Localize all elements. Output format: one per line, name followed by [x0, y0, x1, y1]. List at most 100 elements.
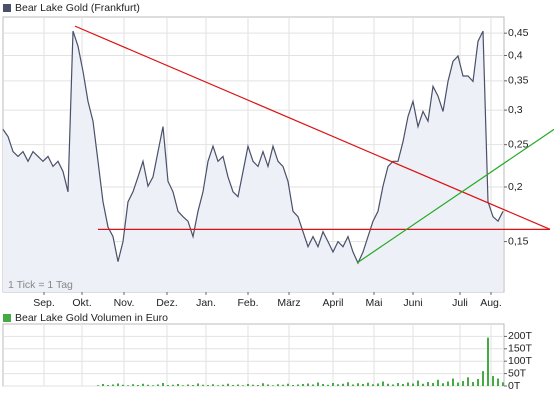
- volume-bar: [502, 382, 504, 386]
- legend-swatch: [3, 4, 11, 12]
- x-tick-label: Okt.: [72, 297, 91, 309]
- volume-bar: [122, 384, 124, 386]
- volume-bar: [237, 384, 239, 386]
- volume-bar: [417, 380, 419, 386]
- volume-bar: [412, 383, 414, 386]
- volume-bar: [402, 384, 404, 386]
- volume-bar: [307, 383, 309, 386]
- volume-bar: [272, 385, 274, 386]
- volume-bar: [422, 383, 424, 386]
- volume-bar: [137, 385, 139, 386]
- trend-line: [356, 128, 554, 264]
- volume-bar: [172, 384, 174, 386]
- volume-bar: [342, 383, 344, 386]
- volume-bar: [362, 384, 364, 386]
- y-tick-label: 0,35: [508, 75, 529, 87]
- trend-line: [74, 25, 551, 230]
- volume-bar: [367, 382, 369, 386]
- y-tick-label: 0,3: [508, 104, 523, 116]
- volume-bar: [212, 384, 214, 386]
- volume-bar: [352, 384, 354, 386]
- volume-bar: [382, 381, 384, 386]
- y-tick-label: 0T: [508, 380, 521, 392]
- x-tick-label: Jan.: [196, 297, 216, 309]
- volume-bar: [117, 383, 119, 386]
- volume-bar: [427, 382, 429, 386]
- volume-bar: [147, 384, 149, 386]
- volume-bar: [462, 381, 464, 386]
- x-tick-label: April: [322, 297, 343, 309]
- volume-bar: [192, 385, 194, 386]
- volume-bar: [97, 385, 99, 386]
- volume-bar: [252, 384, 254, 386]
- volume-bar: [387, 383, 389, 386]
- volume-bar: [247, 384, 249, 386]
- volume-bar: [482, 371, 484, 386]
- y-tick-label: 200T: [508, 330, 533, 342]
- volume-bar: [222, 384, 224, 386]
- volume-bar: [162, 383, 164, 386]
- x-tick-label: Dez.: [156, 297, 178, 309]
- volume-bar: [487, 337, 489, 386]
- volume-bar: [357, 383, 359, 386]
- volume-bar: [372, 384, 374, 386]
- volume-bar: [207, 385, 209, 386]
- y-tick-label: 0,4: [508, 49, 523, 61]
- volume-bar: [302, 384, 304, 386]
- volume-bar: [187, 384, 189, 386]
- volume-bar: [497, 378, 499, 386]
- volume-bar: [467, 377, 469, 386]
- volume-bar: [107, 385, 109, 386]
- plot-frame: [2, 323, 505, 387]
- y-tick-label: 100T: [508, 355, 533, 367]
- volume-bar: [182, 385, 184, 386]
- volume-bar: [102, 384, 104, 386]
- volume-bar: [437, 379, 439, 386]
- volume-bar: [447, 381, 449, 386]
- legend-swatch: [3, 314, 11, 322]
- volume-bar: [277, 384, 279, 386]
- volume-bar: [197, 383, 199, 386]
- volume-bar: [442, 383, 444, 386]
- volume-bar: [152, 385, 154, 386]
- volume-bar: [242, 385, 244, 386]
- volume-bar: [292, 385, 294, 386]
- volume-bar: [287, 383, 289, 386]
- x-tick-label: Sep.: [33, 297, 55, 309]
- volume-bar: [317, 382, 319, 386]
- y-tick-label: 0,2: [508, 181, 523, 193]
- volume-bar: [312, 384, 314, 386]
- x-tick-label: Aug.: [480, 297, 502, 309]
- volume-bar: [337, 384, 339, 386]
- volume-bar: [347, 382, 349, 386]
- volume-bar: [112, 384, 114, 386]
- volume-bar: [127, 385, 129, 386]
- volume-bar: [432, 383, 434, 386]
- x-tick-label: Nov.: [114, 297, 135, 309]
- volume-bar: [457, 382, 459, 386]
- volume-bar: [332, 383, 334, 386]
- volume-bar: [167, 385, 169, 386]
- volume-bar: [257, 385, 259, 386]
- annotation: 1 Tick = 1 Tag: [8, 279, 73, 291]
- x-tick-label: Juni: [403, 297, 422, 309]
- x-tick-label: März: [277, 297, 300, 309]
- volume-bar: [407, 382, 409, 386]
- volume-bar: [392, 384, 394, 386]
- y-tick-label: 50T: [508, 367, 527, 379]
- volume-bar: [157, 384, 159, 386]
- volume-bar: [477, 379, 479, 386]
- volume-bar: [142, 383, 144, 386]
- x-tick-label: Juli: [452, 297, 468, 309]
- volume-bar: [262, 383, 264, 386]
- volume-bar: [492, 376, 494, 386]
- volume-bar: [297, 384, 299, 386]
- volume-bar: [327, 384, 329, 386]
- volume-bar: [397, 383, 399, 386]
- volume-bar: [232, 385, 234, 386]
- x-tick-label: Mai: [366, 297, 383, 309]
- volume-bar: [177, 384, 179, 386]
- volume-bar: [282, 384, 284, 386]
- legend-label: Bear Lake Gold (Frankfurt): [15, 2, 140, 14]
